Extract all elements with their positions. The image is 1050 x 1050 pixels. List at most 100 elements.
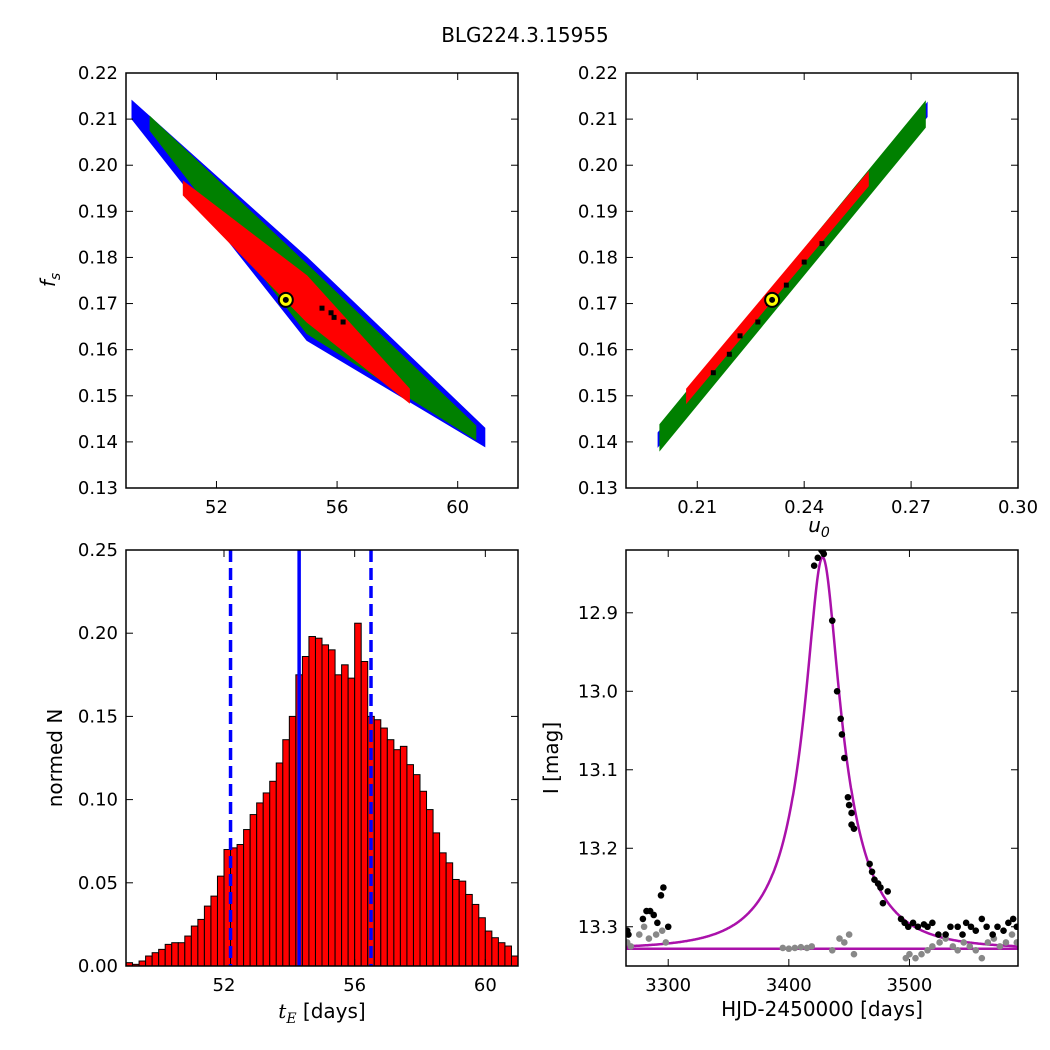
x-axis-label-te: tE [days] xyxy=(278,999,365,1027)
data-point xyxy=(814,554,822,562)
histogram-bar xyxy=(484,930,493,967)
histogram-bar xyxy=(380,727,388,967)
histogram-bar xyxy=(249,814,258,967)
y-axis-label-normed-n: normed N xyxy=(43,709,67,808)
x-tick-label: 3500 xyxy=(887,975,933,996)
x-tick-label: 3400 xyxy=(766,975,812,996)
y-tick-label: 0.13 xyxy=(578,478,618,499)
histogram-bar xyxy=(458,880,467,967)
data-point xyxy=(960,939,968,946)
panel-te-histogram: 52 56 60 0.00 0.05 0.10 0.15 0.20 0.25 tE [days]… xyxy=(43,540,519,1027)
data-point xyxy=(652,931,660,938)
grid-cell-black xyxy=(328,310,334,316)
data-point xyxy=(639,915,647,923)
y-tick-label: 0.10 xyxy=(78,790,118,811)
data-point xyxy=(662,939,670,946)
histogram-bar xyxy=(452,878,460,967)
histogram-bar xyxy=(465,893,473,967)
histogram-bar xyxy=(393,749,401,967)
data-point xyxy=(909,919,917,927)
data-point xyxy=(635,931,643,938)
data-point xyxy=(996,943,1004,950)
y-tick-label: 0.14 xyxy=(578,432,618,453)
x-axis-label-u0-main: u xyxy=(808,513,821,537)
data-point xyxy=(808,943,816,950)
y-tick-label: 0.18 xyxy=(78,247,118,268)
data-point xyxy=(924,947,931,954)
data-point xyxy=(936,939,943,946)
axes-frame xyxy=(625,72,1019,489)
histogram-bar xyxy=(164,943,173,967)
histogram-bar xyxy=(354,622,362,967)
histogram-bar xyxy=(504,945,512,967)
data-point xyxy=(841,939,848,946)
grid-cell-black xyxy=(726,351,732,357)
data-point xyxy=(929,919,936,927)
y-tick-label: 13.0 xyxy=(578,681,618,702)
grid-cell-black xyxy=(819,241,825,247)
y-tick-label: 0.15 xyxy=(78,706,118,727)
data-point xyxy=(877,884,884,891)
y-tick-label: 0.19 xyxy=(578,201,618,222)
histogram-bar xyxy=(321,644,330,967)
y-tick-label: 0.21 xyxy=(78,109,118,130)
confidence-region-inner xyxy=(686,170,869,405)
histogram-bar xyxy=(262,792,271,967)
histogram-bar xyxy=(445,862,454,967)
histogram-bar xyxy=(177,942,186,967)
histogram-bar xyxy=(145,955,153,967)
data-point xyxy=(627,943,635,950)
y-tick-label: 13.1 xyxy=(578,760,618,781)
plot-area-fs-vs-u0 xyxy=(657,100,928,452)
panel-light-curve: 3300 3400 3500 12.9 13.0 13.1 13.2 13.3 HJD-245… xyxy=(539,549,1019,1021)
y-tick-label: 0.05 xyxy=(78,873,118,894)
data-point xyxy=(914,923,922,931)
data-point xyxy=(844,793,852,801)
histogram-bar xyxy=(497,942,506,967)
data-point xyxy=(848,809,855,817)
data-point xyxy=(978,954,986,962)
data-point xyxy=(810,562,818,569)
data-point xyxy=(949,943,957,950)
y-tick-label: 0.17 xyxy=(78,294,118,315)
x-axis-label-u0: u0 xyxy=(808,513,830,541)
data-point xyxy=(797,943,805,951)
y-tick-label: 13.2 xyxy=(578,838,618,859)
data-point xyxy=(983,923,990,931)
model-curve xyxy=(626,555,1018,948)
y-axis-label-fs: fs xyxy=(36,273,64,287)
data-point xyxy=(924,923,931,931)
data-point xyxy=(828,947,836,954)
histogram-bar xyxy=(471,903,480,967)
histogram-bar xyxy=(256,802,264,967)
data-point xyxy=(836,935,843,942)
y-tick-label: 0.16 xyxy=(78,340,118,361)
axes-fs-vs-u0: 0.21 0.24 0.27 0.30 0.13 0.14 0.15 0.16 0.17 0.18… xyxy=(578,63,1038,518)
data-point xyxy=(954,947,961,954)
histogram-bar xyxy=(478,917,486,967)
axes-light-curve: 3300 3400 3500 12.9 13.0 13.1 13.2 13.3 xyxy=(578,549,1019,996)
x-axis-label-te-main: t xyxy=(278,999,287,1023)
histogram-bar xyxy=(406,764,414,967)
histogram-bar xyxy=(308,636,316,967)
data-point xyxy=(962,919,970,927)
y-tick-label: 0.20 xyxy=(78,623,118,644)
data-point xyxy=(1000,927,1007,934)
x-tick-label: 56 xyxy=(326,497,349,518)
data-point xyxy=(1005,919,1012,927)
histogram-bar xyxy=(210,895,218,967)
histogram-bar xyxy=(439,852,447,967)
histogram-bar xyxy=(386,739,395,967)
histogram-bar xyxy=(419,790,428,967)
y-tick-label: 0.19 xyxy=(78,201,118,222)
panel-fs-vs-u0: 0.21 0.24 0.27 0.30 0.13 0.14 0.15 0.16 0.17 0.18… xyxy=(578,63,1038,541)
data-point xyxy=(845,931,853,938)
histogram-bar xyxy=(288,715,297,967)
data-point xyxy=(972,927,980,934)
x-tick-label: 0.30 xyxy=(998,497,1038,518)
histogram-bar xyxy=(269,780,277,967)
x-tick-label: 0.24 xyxy=(784,497,824,518)
grid-cell-black xyxy=(319,305,325,311)
y-tick-label: 13.3 xyxy=(578,917,618,938)
data-point xyxy=(978,915,986,923)
